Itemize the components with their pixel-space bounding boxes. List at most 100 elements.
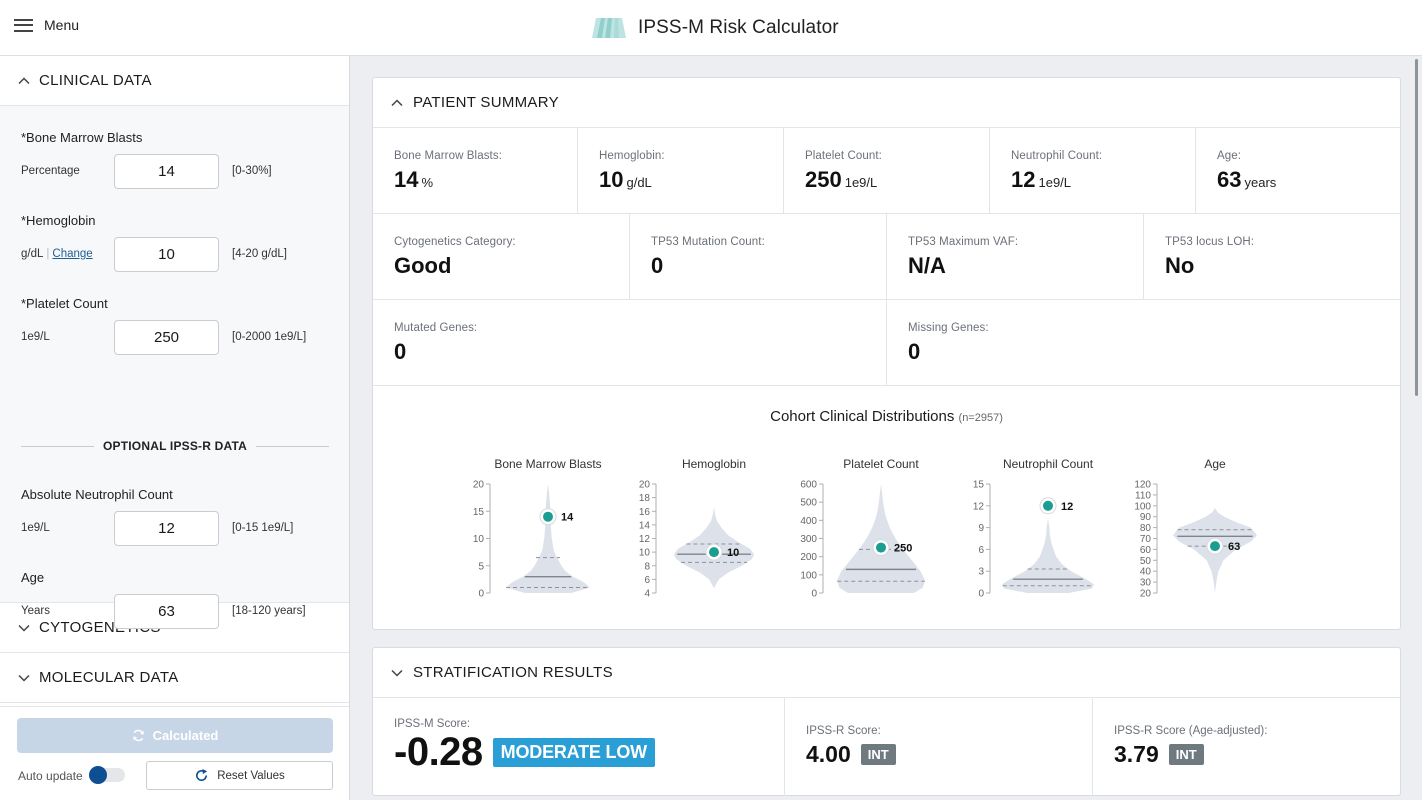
summary-tp53-loh: TP53 locus LOH: No <box>1144 214 1400 299</box>
y-tick-label: 15 <box>473 507 485 518</box>
y-tick-label: 400 <box>800 516 817 527</box>
platelet-range: [0-2000 1e9/L] <box>232 331 307 343</box>
main-content: PATIENT SUMMARY Bone Marrow Blasts: 14% … <box>351 56 1422 800</box>
value-number: 63 <box>1217 167 1242 192</box>
y-tick-label: 9 <box>978 523 984 534</box>
platelet-unit: 1e9/L <box>21 331 50 343</box>
app-title: IPSS-M Risk Calculator <box>638 17 839 38</box>
y-tick-label: 12 <box>639 534 651 545</box>
y-tick-label: 3 <box>978 567 984 578</box>
ipss-r-value-row: 4.00 INT <box>806 741 1092 768</box>
y-tick-label: 14 <box>639 520 651 531</box>
y-tick-label: 20 <box>1140 589 1152 600</box>
y-tick-label: 20 <box>473 480 485 491</box>
cohort-size: (n=2957) <box>958 412 1003 424</box>
summary-tp53-vaf: TP53 Maximum VAF: N/A <box>887 214 1144 299</box>
hemoglobin-input[interactable]: 10 <box>114 237 219 272</box>
auto-update-toggle[interactable] <box>89 766 125 784</box>
y-tick-label: 30 <box>1140 578 1152 589</box>
blasts-label: *Bone Marrow Blasts <box>21 130 143 145</box>
patient-value-label: 12 <box>1061 501 1073 513</box>
optional-ipss-r-heading: OPTIONAL IPSS-R DATA <box>103 439 248 453</box>
change-unit-link[interactable]: Change <box>52 248 93 260</box>
chevron-down-icon <box>391 669 403 677</box>
neutrophil-unit: 1e9/L <box>21 522 50 534</box>
reset-values-button[interactable]: Reset Values <box>146 761 333 790</box>
violin-charts: Bone Marrow Blasts 0 5 10 15 20 14 Hemoglobin 4 6… <box>473 457 1257 600</box>
patient-value-label: 63 <box>1228 541 1240 553</box>
blasts-input[interactable]: 14 <box>114 154 219 189</box>
y-tick-label: 4 <box>644 589 650 600</box>
summary-blasts: Bone Marrow Blasts: 14% <box>373 128 578 213</box>
value-unit: 1e9/L <box>844 175 878 190</box>
menu-button[interactable]: Menu <box>14 17 79 33</box>
chevron-up-icon <box>18 76 30 84</box>
patient-value-label: 10 <box>727 547 739 559</box>
chevron-down-icon <box>18 624 30 632</box>
summary-label: Cytogenetics Category: <box>394 236 516 248</box>
y-tick-label: 15 <box>973 480 985 491</box>
optional-ipss-r-divider: OPTIONAL IPSS-R DATA <box>21 438 330 454</box>
molecular-data-accordion-header[interactable]: MOLECULAR DATA <box>0 653 349 703</box>
clinical-data-panel: *Bone Marrow Blasts Percentage 14 [0-30%… <box>0 106 349 629</box>
y-tick-label: 16 <box>639 507 651 518</box>
summary-age: Age: 63 years <box>1196 128 1400 213</box>
calculate-button[interactable]: Calculated <box>17 718 333 753</box>
value-unit: 1e9/L <box>1038 175 1072 190</box>
summary-value: 10 g/dL <box>599 167 783 193</box>
reset-icon <box>196 768 208 781</box>
neutrophil-input[interactable]: 12 <box>114 511 219 546</box>
ipss-r-age-label: IPSS-R Score (Age-adjusted): <box>1114 725 1268 737</box>
summary-value: No <box>1165 253 1195 278</box>
chevron-up-icon <box>391 98 403 106</box>
toggle-knob <box>89 766 107 784</box>
patient-value-label: 14 <box>561 512 574 524</box>
hemoglobin-range: [4-20 g/dL] <box>232 248 287 260</box>
clinical-data-accordion-header[interactable]: CLINICAL DATA <box>0 56 349 106</box>
summary-hemoglobin: Hemoglobin: 10 g/dL <box>578 128 784 213</box>
summary-neutrophil: Neutrophil Count: 12 1e9/L <box>990 128 1196 213</box>
summary-value: 0 <box>394 339 407 364</box>
platelet-input[interactable]: 250 <box>114 320 219 355</box>
main-scrollbar[interactable] <box>1413 56 1422 800</box>
summary-row-genes: Mutated Genes: 0 Missing Genes: 0 <box>373 300 1400 386</box>
scrollbar-thumb[interactable] <box>1415 59 1418 396</box>
patient-marker <box>1043 500 1053 511</box>
violin-shape <box>506 484 590 593</box>
stratification-card: STRATIFICATION RESULTS IPSS-M Score: -0.… <box>372 647 1401 796</box>
y-tick-label: 8 <box>644 561 650 572</box>
ipss-r-score: 4.00 <box>806 741 851 767</box>
y-tick-label: 80 <box>1140 523 1152 534</box>
hemoglobin-unit-group: g/dL | Change <box>21 248 93 260</box>
value-number: 10 <box>599 167 624 192</box>
summary-mutated-genes: Mutated Genes: 0 <box>373 300 887 385</box>
y-tick-label: 100 <box>1134 501 1151 512</box>
calculate-label: Calculated <box>152 728 219 743</box>
y-tick-label: 120 <box>1134 480 1151 491</box>
divider-line <box>21 445 94 447</box>
sidebar-footer: Calculated Auto update Reset Values <box>0 706 349 800</box>
summary-label: TP53 Mutation Count: <box>651 236 765 248</box>
y-tick-label: 20 <box>639 480 651 491</box>
summary-row-clinical: Bone Marrow Blasts: 14% Hemoglobin: 10 g/… <box>373 128 1400 214</box>
age-input[interactable]: 63 <box>114 594 219 629</box>
patient-summary-header[interactable]: PATIENT SUMMARY <box>373 78 1400 128</box>
patient-marker <box>543 511 553 522</box>
patient-summary-card: PATIENT SUMMARY Bone Marrow Blasts: 14% … <box>372 77 1401 630</box>
y-tick-label: 200 <box>800 552 817 563</box>
y-tick-label: 300 <box>800 534 817 545</box>
y-tick-label: 90 <box>1140 512 1152 523</box>
y-tick-label: 0 <box>811 589 817 600</box>
hemoglobin-unit: g/dL <box>21 248 44 260</box>
summary-value: 0 <box>908 339 921 364</box>
summary-label: TP53 Maximum VAF: <box>908 236 1019 248</box>
auto-update-label: Auto update <box>18 769 83 783</box>
ipss-m-risk-badge: MODERATE LOW <box>492 738 655 767</box>
violin-title: Platelet Count <box>843 457 919 471</box>
stratification-header[interactable]: STRATIFICATION RESULTS <box>373 648 1400 698</box>
divider-line <box>256 445 330 447</box>
menu-label: Menu <box>44 17 80 33</box>
y-tick-label: 500 <box>800 498 817 509</box>
blasts-range: [0-30%] <box>232 165 272 177</box>
age-range: [18-120 years] <box>232 605 306 617</box>
